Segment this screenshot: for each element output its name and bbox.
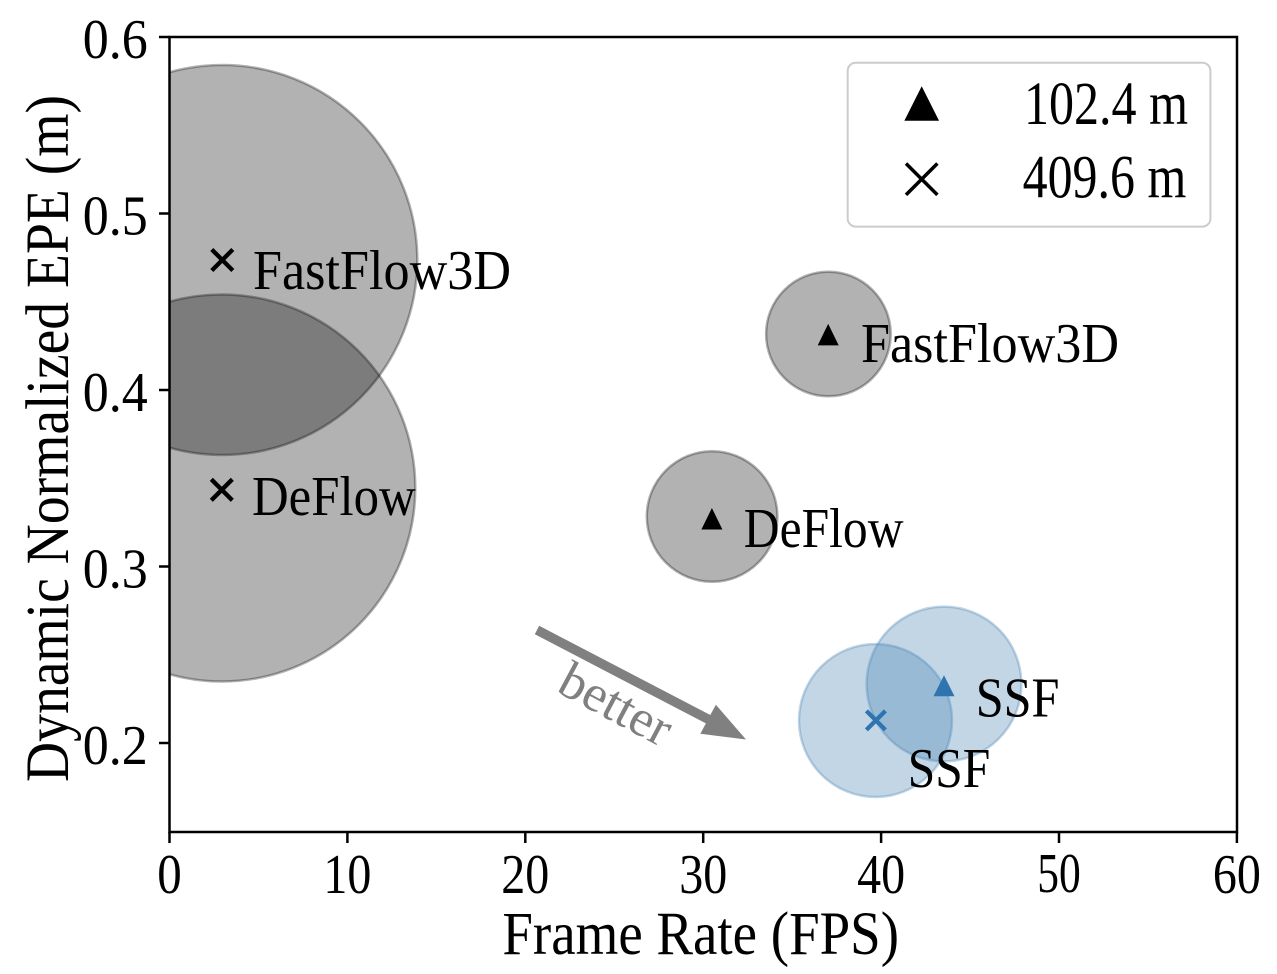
svg-text:10: 10	[323, 844, 371, 906]
svg-text:0.5: 0.5	[83, 186, 148, 248]
svg-text:30: 30	[679, 844, 727, 906]
svg-text:60: 60	[1213, 844, 1261, 906]
svg-text:0: 0	[157, 844, 182, 906]
svg-text:Dynamic Normalized EPE (m): Dynamic Normalized EPE (m)	[14, 95, 82, 782]
svg-text:SSF: SSF	[976, 668, 1060, 730]
svg-text:SSF: SSF	[908, 738, 991, 800]
svg-text:0.3: 0.3	[83, 539, 148, 601]
svg-text:40: 40	[857, 844, 905, 906]
svg-text:102.4 m: 102.4 m	[1024, 70, 1188, 138]
svg-text:DeFlow: DeFlow	[744, 498, 904, 560]
svg-text:409.6 m: 409.6 m	[1023, 144, 1187, 212]
svg-text:50: 50	[1037, 843, 1081, 905]
svg-text:0.2: 0.2	[83, 715, 148, 777]
svg-text:20: 20	[501, 844, 549, 906]
svg-text:0.6: 0.6	[83, 9, 148, 71]
svg-text:FastFlow3D: FastFlow3D	[861, 313, 1119, 375]
svg-text:Frame Rate (FPS): Frame Rate (FPS)	[502, 900, 899, 968]
svg-text:FastFlow3D: FastFlow3D	[253, 240, 511, 302]
svg-text:DeFlow: DeFlow	[252, 466, 416, 528]
svg-text:0.4: 0.4	[83, 362, 148, 424]
